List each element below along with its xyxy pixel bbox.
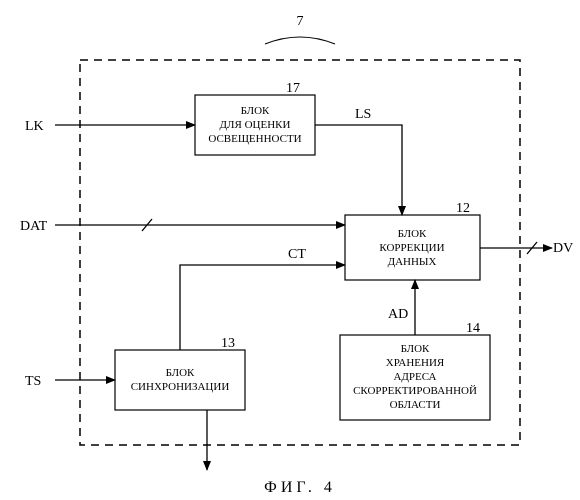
signal-ls-line — [315, 125, 402, 215]
block-12-line1: БЛОК — [398, 228, 427, 240]
block-13 — [115, 350, 245, 410]
block-13-ref: 13 — [221, 336, 235, 351]
block-13-line2: СИНХРОНИЗАЦИИ — [131, 381, 230, 393]
block-12-line3: ДАННЫХ — [388, 256, 437, 268]
signal-ad-label: AD — [388, 307, 408, 322]
signal-dat-label: DAT — [20, 219, 48, 234]
signal-dv-label: DV — [553, 241, 573, 256]
block-13-line1: БЛОК — [166, 367, 195, 379]
signal-ct-line — [180, 265, 345, 350]
overall-brace — [265, 37, 335, 44]
block-14-line1: БЛОК — [401, 343, 430, 355]
block-17-ref: 17 — [286, 81, 300, 96]
block-14-line2: ХРАНЕНИЯ — [386, 357, 445, 369]
block-12-ref: 12 — [456, 201, 470, 216]
block-14-line4: СКОРРЕКТИРОВАННОЙ — [353, 385, 477, 397]
block-14-line3: АДРЕСА — [393, 371, 436, 383]
signal-ls-label: LS — [355, 107, 371, 122]
block-diagram: 7 17 БЛОК ДЛЯ ОЦЕНКИ ОСВЕЩЕННОСТИ 12 БЛО… — [0, 0, 580, 500]
signal-ct-label: CT — [288, 247, 306, 262]
block-14-ref: 14 — [466, 321, 480, 336]
block-17-line3: ОСВЕЩЕННОСТИ — [208, 133, 301, 145]
signal-ts-label: TS — [25, 374, 41, 389]
figure-caption: ФИГ. 4 — [264, 479, 336, 496]
block-17-line1: БЛОК — [241, 105, 270, 117]
signal-lk-label: LK — [25, 119, 44, 134]
block-17-line2: ДЛЯ ОЦЕНКИ — [220, 119, 291, 131]
overall-ref: 7 — [297, 14, 304, 29]
block-12-line2: КОРРЕКЦИИ — [379, 242, 444, 254]
block-14-line5: ОБЛАСТИ — [390, 399, 441, 411]
